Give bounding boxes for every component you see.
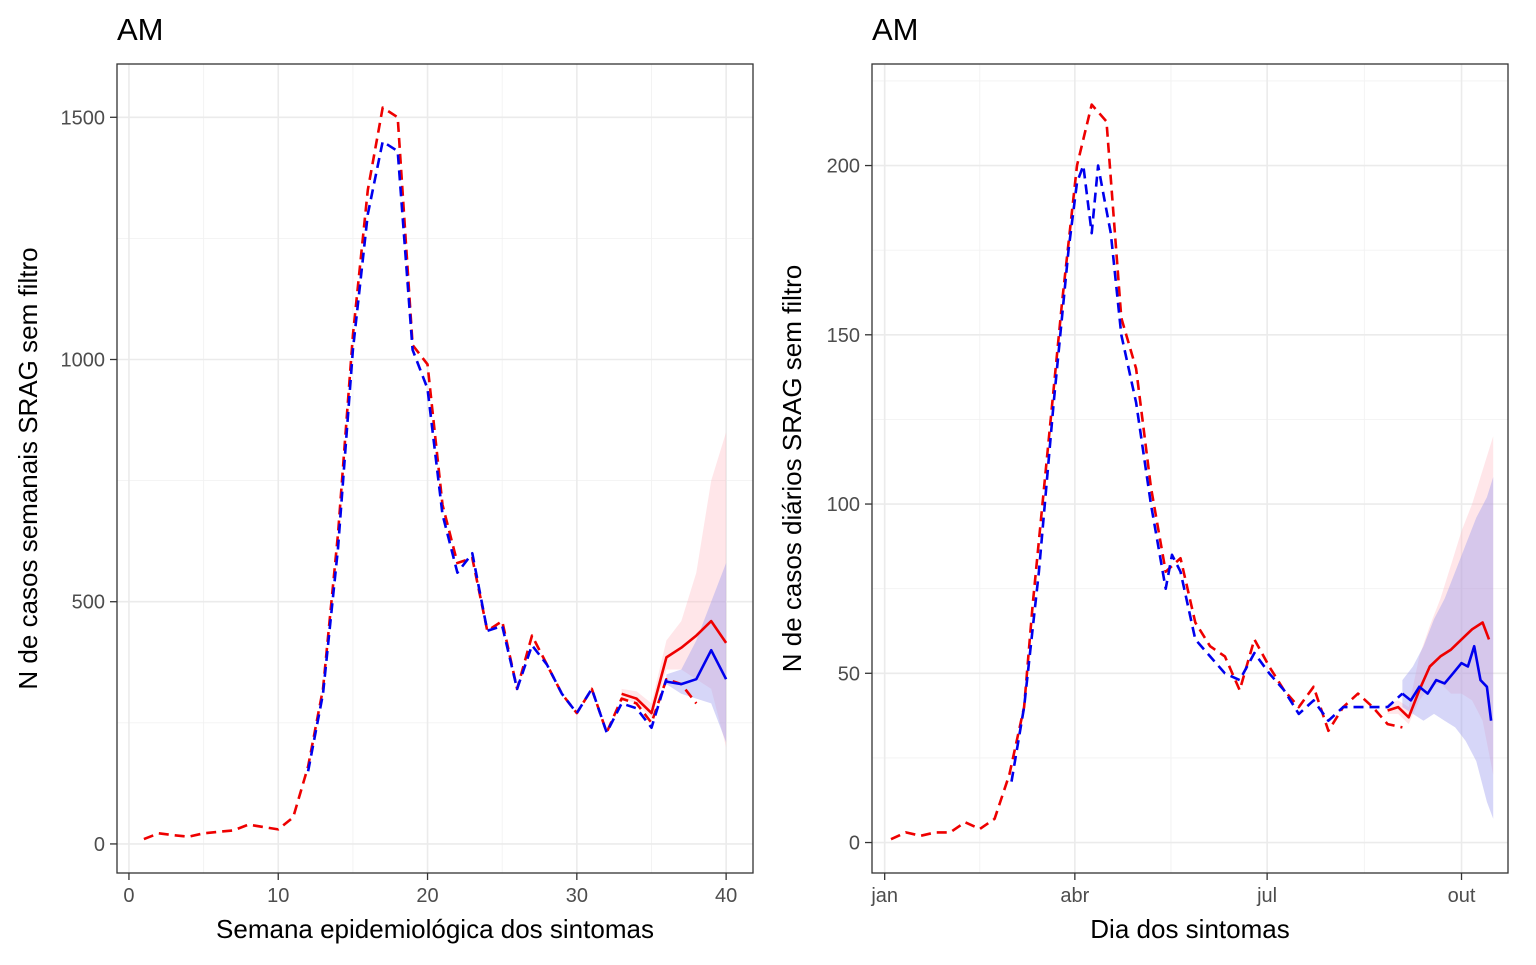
y-tick-label: 50 xyxy=(838,663,860,685)
series-red-solid-2 xyxy=(1387,621,1491,719)
band-blue-1 xyxy=(666,563,727,743)
x-axis-title: Dia dos sintomas xyxy=(1090,914,1289,944)
x-tick-label: jan xyxy=(870,885,898,907)
plot-area xyxy=(890,103,1494,841)
x-tick-label: abr xyxy=(1060,885,1089,907)
x-tick-label: 0 xyxy=(123,885,134,907)
chart-panel-1: 0 10 20 30 40 0 500 1000 1500 AM Semana epidemioló… xyxy=(13,12,754,944)
band-blue-1 xyxy=(1402,477,1494,819)
chart-title: AM xyxy=(117,12,164,47)
x-tick-label: 40 xyxy=(715,885,737,907)
y-tick-label: 150 xyxy=(827,325,860,347)
y-tick-label: 200 xyxy=(827,156,860,178)
y-axis-title: N de casos diários SRAG sem filtro xyxy=(777,265,807,672)
chart-panel-2: jan abr jul out 0 50 100 150 200 AM Dia dos sintom… xyxy=(777,12,1509,944)
chart-title: AM xyxy=(872,12,919,47)
x-tick-label: 20 xyxy=(416,885,438,907)
x-tick-label: jul xyxy=(1256,885,1277,907)
y-tick-label: 100 xyxy=(827,494,860,516)
series-blue-solid-3 xyxy=(666,648,728,686)
panel-border xyxy=(871,63,1509,874)
series-blue-solid-3 xyxy=(1401,644,1493,721)
band-red-0 xyxy=(1387,436,1494,775)
panel-border xyxy=(116,63,754,874)
y-tick-label: 1000 xyxy=(61,350,106,372)
y-tick-label: 0 xyxy=(849,833,860,855)
x-tick-label: out xyxy=(1448,885,1476,907)
series-blue-dashed-1 xyxy=(1010,164,1404,782)
series-blue-dashed-1 xyxy=(306,140,668,772)
band-red-0 xyxy=(621,432,727,747)
x-tick-label: 30 xyxy=(566,885,588,907)
series-red-solid-2 xyxy=(621,619,728,715)
series-red-dashed-0 xyxy=(890,103,1403,841)
y-axis-title: N de casos semanais SRAG sem filtro xyxy=(13,247,43,689)
series-red-dashed-0 xyxy=(143,106,698,841)
x-tick-label: 10 xyxy=(267,885,289,907)
y-tick-label: 1500 xyxy=(61,107,106,129)
x-axis-title: Semana epidemiológica dos sintomas xyxy=(216,914,654,944)
y-tick-label: 0 xyxy=(94,834,105,856)
y-tick-label: 500 xyxy=(72,592,105,614)
plot-area xyxy=(143,106,728,841)
